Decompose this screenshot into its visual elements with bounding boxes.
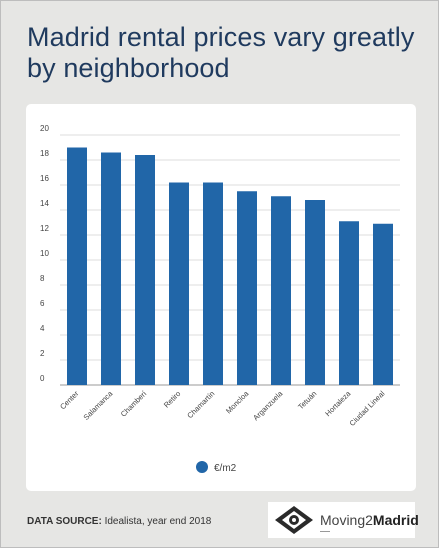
y-tick-label: 16: [40, 174, 49, 183]
y-tick-label: 12: [40, 224, 49, 233]
chart-card: 0 2 4 6 8 10 12 14 16 18 20 Center Salamanca Chamber…: [26, 104, 416, 491]
moving2madrid-logo: Moving2Madrid: [268, 502, 419, 538]
bar: [271, 196, 291, 385]
y-tick-label: 20: [40, 124, 49, 133]
bar: [101, 152, 121, 385]
y-tick-label: 10: [40, 249, 49, 258]
legend-label: €/m2: [214, 463, 237, 474]
data-source-text: Idealista, year end 2018: [101, 516, 212, 527]
x-tick-label: Moncloa: [224, 388, 251, 415]
x-tick-label: Arganzuela: [251, 388, 285, 422]
x-tick-label: Ciudad Lineal: [348, 389, 387, 428]
bar: [339, 221, 359, 385]
x-tick-label: Salamanca: [82, 388, 115, 421]
y-tick-label: 4: [40, 324, 45, 333]
bar: [373, 223, 393, 385]
legend-marker: [196, 461, 208, 473]
x-tick-label: Retiro: [162, 389, 183, 410]
x-tick-label: Chamartín: [185, 389, 216, 420]
x-tick-label: Chamberí: [119, 388, 149, 418]
data-source: DATA SOURCE: Idealista, year end 2018: [27, 516, 211, 527]
y-tick-label: 18: [40, 149, 49, 158]
page-title: Madrid rental prices vary greatly by nei…: [27, 22, 415, 83]
bar: [169, 182, 189, 385]
y-tick-label: 0: [40, 374, 45, 383]
logo-underline: [320, 531, 330, 532]
bar: [305, 200, 325, 385]
y-tick-label: 14: [40, 199, 49, 208]
logo-text: Moving2Madrid: [320, 512, 419, 528]
logo-text-regular: Moving2: [320, 512, 373, 528]
x-tick-label: Center: [58, 389, 81, 412]
bar: [237, 191, 257, 385]
x-tick-label: Hortaleza: [323, 388, 353, 418]
bar-chart: 0 2 4 6 8 10 12 14 16 18 20 Center Salamanca Chamber…: [40, 124, 400, 474]
bar: [203, 182, 223, 385]
bar: [67, 147, 87, 385]
y-tick-label: 6: [40, 299, 45, 308]
y-tick-label: 8: [40, 274, 45, 283]
logo-icon: [275, 506, 313, 534]
logo-text-bold: Madrid: [372, 512, 419, 528]
y-tick-label: 2: [40, 349, 45, 358]
data-source-label: DATA SOURCE:: [27, 516, 102, 527]
x-tick-label: Tetuán: [296, 389, 318, 411]
bar: [135, 155, 155, 385]
